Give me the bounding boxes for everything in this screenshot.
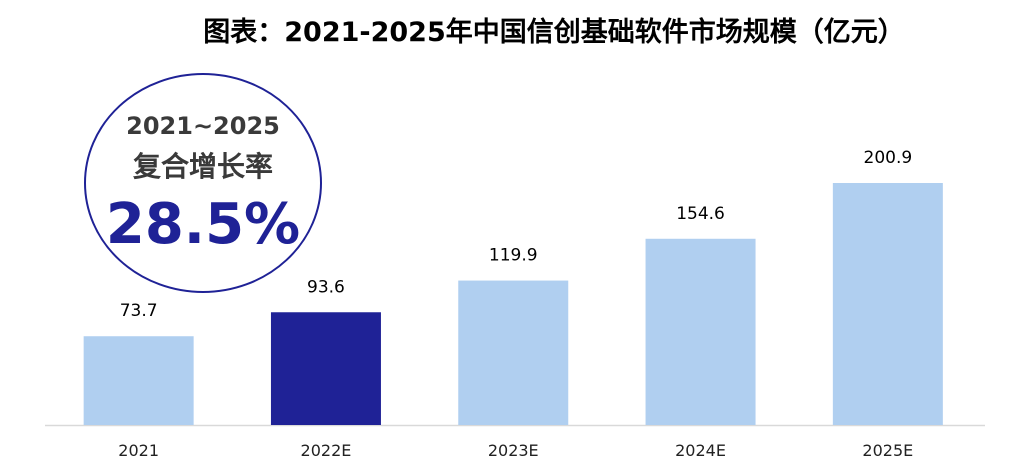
x-tick-label: 2021 bbox=[118, 441, 159, 460]
data-label: 200.9 bbox=[864, 148, 913, 168]
bar-2021 bbox=[83, 336, 194, 425]
x-tick-label: 2022E bbox=[301, 441, 352, 460]
bar-2025E bbox=[832, 183, 943, 425]
cagr-label: 复合增长率 bbox=[132, 150, 273, 183]
x-tick-label: 2025E bbox=[862, 441, 913, 460]
x-tick-label: 2024E bbox=[675, 441, 726, 460]
x-tick-label: 2023E bbox=[488, 441, 539, 460]
data-label: 154.6 bbox=[676, 204, 725, 224]
data-label: 119.9 bbox=[489, 246, 538, 266]
cagr-circle bbox=[84, 73, 322, 293]
cagr-value: 28.5% bbox=[105, 192, 301, 257]
cagr-period: 2021~2025 bbox=[126, 112, 280, 140]
bar-2024E bbox=[645, 238, 756, 425]
bar-2022E bbox=[270, 312, 381, 425]
data-label: 73.7 bbox=[120, 301, 158, 321]
data-label: 93.6 bbox=[307, 277, 345, 297]
chart-title: 图表：2021-2025年中国信创基础软件市场规模（亿元） bbox=[203, 17, 905, 48]
bar-2023E bbox=[458, 280, 569, 425]
